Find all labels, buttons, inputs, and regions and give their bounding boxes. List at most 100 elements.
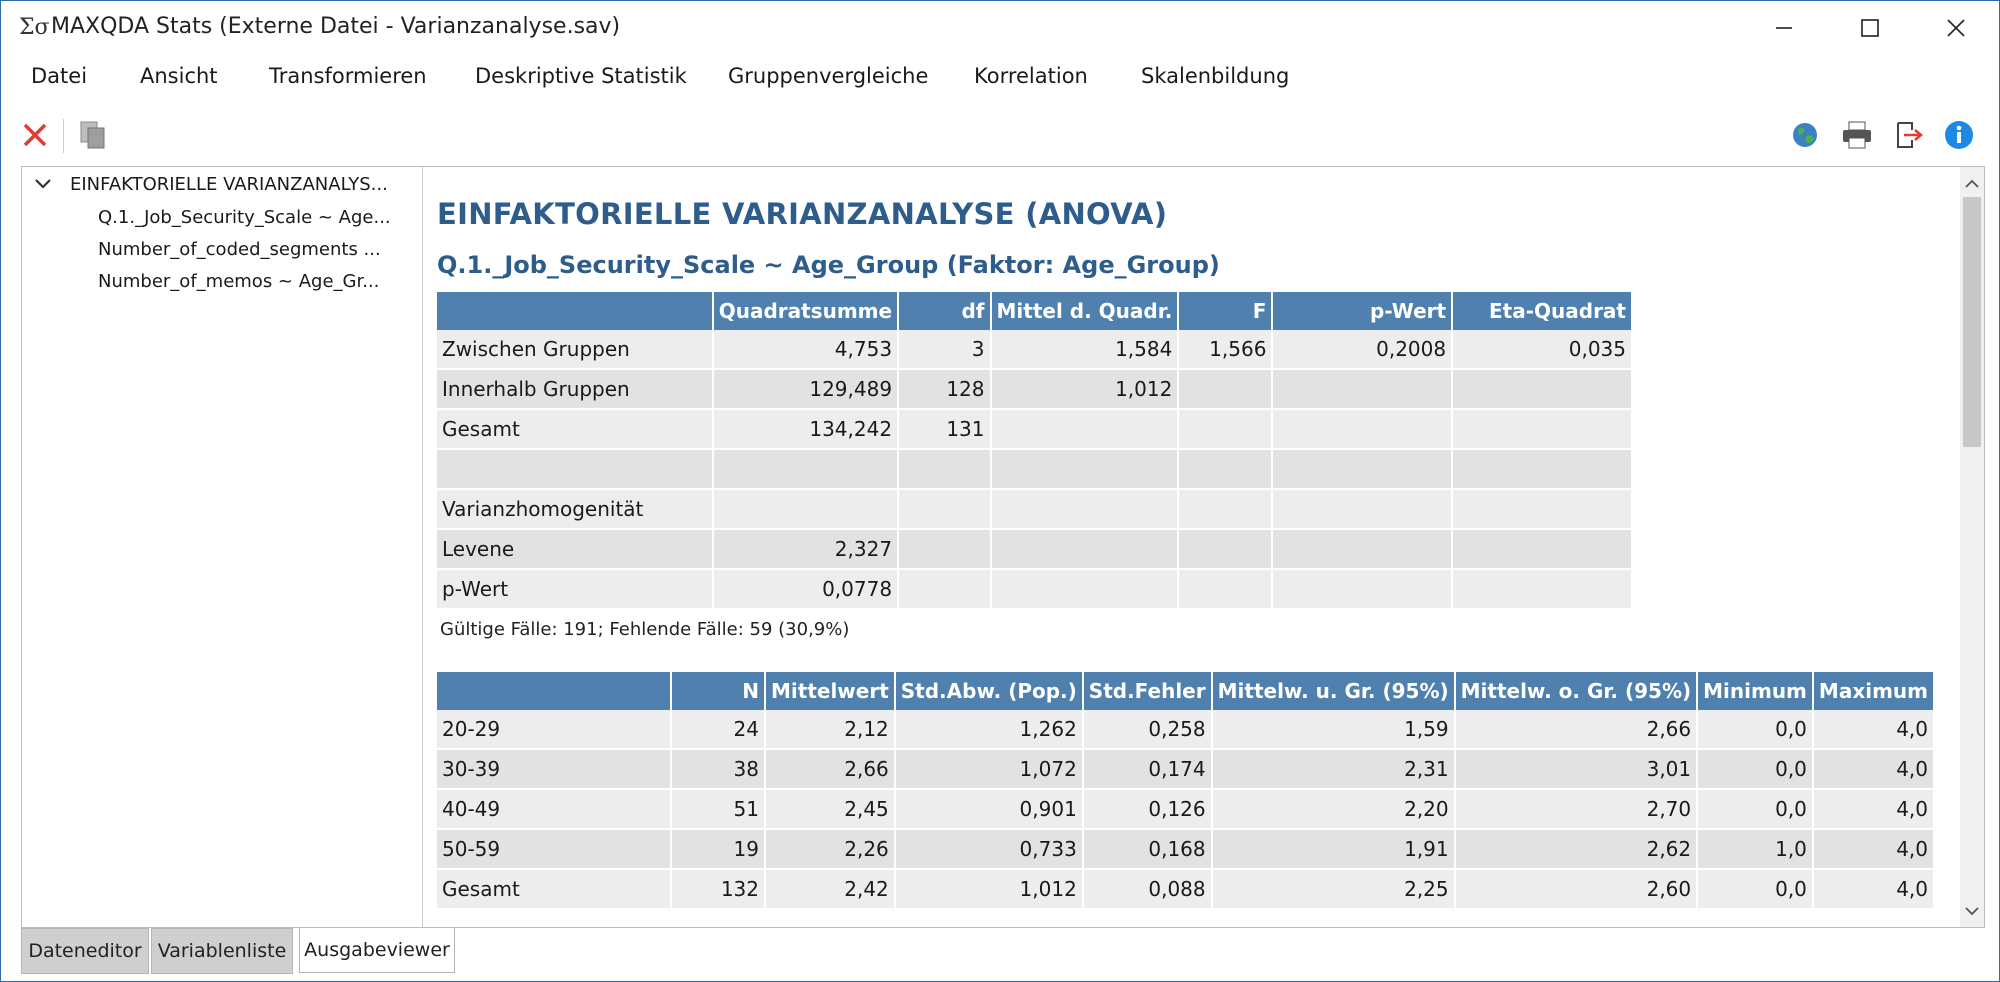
descriptive-cell: 24 (670, 710, 767, 750)
descriptive-cell: 1,262 (894, 710, 1084, 750)
descriptive-cell: 1,91 (1211, 829, 1456, 870)
anova-cell: 0,0778 (712, 569, 900, 610)
descriptive-cell: 132 (670, 869, 767, 910)
close-red-x-icon (23, 123, 47, 147)
anova-cell (990, 449, 1180, 490)
title-bar: Σσ MAXQDA Stats (Externe Datei - Varianz… (1, 1, 1999, 55)
output-tree: EINFAKTORIELLE VARIANZANALYS... Q.1._Job… (22, 167, 423, 927)
chevron-up-icon (1965, 179, 1979, 188)
descriptive-cell: 0,258 (1082, 710, 1213, 750)
table-row: Gesamt 132 2,42 1,012 0,088 2,25 2,60 0,0 4,0 (437, 869, 1936, 910)
anova-row-label: Innerhalb Gruppen (437, 369, 714, 410)
close-icon (1947, 19, 1965, 37)
descriptive-table: N Mittelwert Std.Abw. (Pop.) Std.Fehler Mitt… (437, 672, 1936, 910)
menu-gruppenvergleiche[interactable]: Gruppenvergleiche (728, 64, 929, 88)
output-viewer: EINFAKTORIELLE VARIANZANALYSE (ANOVA) Q.… (423, 167, 1960, 927)
toolbar (1, 113, 1999, 159)
copy-button[interactable] (75, 117, 111, 153)
descriptive-header-cell: N (670, 672, 767, 710)
chevron-down-icon[interactable] (32, 173, 54, 195)
descriptive-cell: 1,59 (1211, 710, 1456, 750)
descriptive-header-cell: Maximum (1812, 672, 1936, 710)
descriptive-cell: 0,0 (1697, 710, 1814, 750)
menu-skalenbildung[interactable]: Skalenbildung (1141, 64, 1290, 88)
descriptive-row-label: 20-29 (437, 710, 672, 750)
section-title: Q.1._Job_Security_Scale ~ Age_Group (Fak… (437, 251, 1220, 279)
descriptive-cell: 0,0 (1697, 789, 1814, 830)
tree-item-job-security[interactable]: Q.1._Job_Security_Scale ~ Age... (98, 207, 391, 228)
descriptive-cell: 0,126 (1082, 789, 1213, 830)
anova-cell (898, 449, 992, 490)
descriptive-cell: 2,70 (1454, 789, 1699, 830)
descriptive-header-row: N Mittelwert Std.Abw. (Pop.) Std.Fehler Mitt… (437, 672, 1936, 710)
anova-cell (990, 409, 1180, 450)
menu-ansicht[interactable]: Ansicht (140, 64, 218, 88)
anova-row-label (437, 449, 714, 490)
chevron-down-icon (1965, 907, 1979, 916)
tree-item-memos[interactable]: Number_of_memos ~ Age_Gr... (98, 271, 380, 292)
scroll-down-button[interactable] (1960, 899, 1984, 923)
anova-header-cell: Eta-Quadrat (1452, 292, 1633, 330)
anova-cell (1272, 529, 1454, 570)
descriptive-cell: 4,0 (1812, 789, 1936, 830)
tab-variablenliste[interactable]: Variablenliste (151, 928, 293, 974)
menu-datei[interactable]: Datei (31, 64, 88, 88)
tab-ausgabeviewer[interactable]: Ausgabeviewer (299, 928, 455, 973)
tree-root-item[interactable]: EINFAKTORIELLE VARIANZANALYS... (32, 173, 388, 195)
anova-cell: 131 (898, 409, 992, 450)
anova-header-cell (437, 292, 714, 330)
descriptive-cell: 19 (670, 829, 767, 870)
globe-icon (1793, 123, 1817, 147)
descriptive-cell: 0,901 (894, 789, 1084, 830)
anova-cell (1452, 529, 1633, 570)
anova-cell (1452, 569, 1633, 610)
table-row (437, 449, 1633, 490)
close-output-button[interactable] (17, 117, 53, 153)
descriptive-cell: 0,174 (1082, 749, 1213, 790)
descriptive-cell: 4,0 (1812, 710, 1936, 750)
anova-cell: 1,012 (990, 369, 1180, 410)
close-window-button[interactable] (1913, 1, 1999, 55)
anova-cell (1452, 369, 1633, 410)
anova-cell (1178, 569, 1274, 610)
tree-root-label: EINFAKTORIELLE VARIANZANALYS... (70, 173, 388, 195)
tree-item-coded-segments[interactable]: Number_of_coded_segments ... (98, 239, 381, 260)
anova-cell: 4,753 (712, 330, 900, 370)
scroll-up-button[interactable] (1960, 171, 1984, 195)
table-row: 50-59 19 2,26 0,733 0,168 1,91 2,62 1,0 4,0 (437, 829, 1936, 870)
anova-cell (1452, 409, 1633, 450)
menu-korrelation[interactable]: Korrelation (974, 64, 1088, 88)
print-button[interactable] (1839, 117, 1875, 153)
descriptive-cell: 3,01 (1454, 749, 1699, 790)
minimize-button[interactable] (1741, 1, 1827, 55)
scroll-thumb[interactable] (1963, 197, 1981, 447)
table-row: Innerhalb Gruppen 129,489 128 1,012 (437, 369, 1633, 410)
minimize-icon (1776, 27, 1792, 29)
anova-cell (712, 489, 900, 530)
anova-cell: 0,035 (1452, 330, 1633, 370)
export-button[interactable] (1891, 117, 1927, 153)
descriptive-cell: 0,088 (1082, 869, 1213, 910)
anova-cell (1178, 409, 1274, 450)
menu-bar: Datei Ansicht Transformieren Deskriptive… (1, 64, 1999, 104)
anova-cell (1272, 569, 1454, 610)
descriptive-cell: 2,26 (765, 829, 896, 870)
menu-deskriptive-statistik[interactable]: Deskriptive Statistik (475, 64, 687, 88)
anova-row-label: Varianzhomogenität (437, 489, 714, 530)
vertical-scrollbar[interactable] (1960, 167, 1984, 927)
globe-button[interactable] (1787, 117, 1823, 153)
menu-transformieren[interactable]: Transformieren (269, 64, 427, 88)
tab-dateneditor[interactable]: Dateneditor (21, 928, 149, 974)
descriptive-row-label: 30-39 (437, 749, 672, 790)
table-row: Gesamt 134,242 131 (437, 409, 1633, 450)
descriptive-cell: 2,45 (765, 789, 896, 830)
descriptive-row-label: 50-59 (437, 829, 672, 870)
anova-cell (1272, 449, 1454, 490)
descriptive-cell: 0,0 (1697, 749, 1814, 790)
info-button[interactable] (1941, 117, 1977, 153)
anova-row-label: p-Wert (437, 569, 714, 610)
anova-cell (990, 489, 1180, 530)
anova-row-label: Levene (437, 529, 714, 570)
maximize-button[interactable] (1827, 1, 1913, 55)
